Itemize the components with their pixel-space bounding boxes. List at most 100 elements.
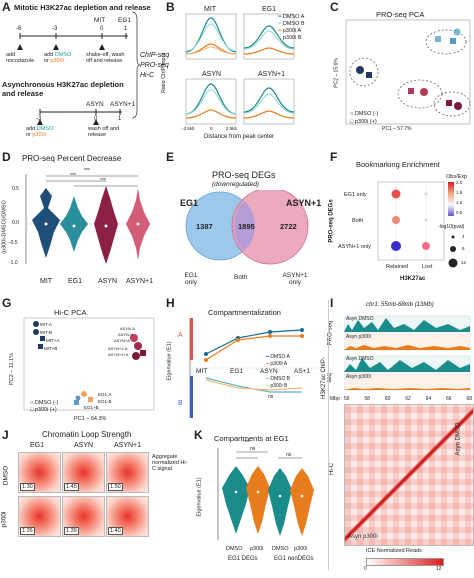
e-both: 1895 xyxy=(238,222,255,231)
g-title: Hi-C PCA xyxy=(54,308,87,317)
dmso-label-2: DMSO xyxy=(36,126,54,132)
c-point-asyn-a xyxy=(408,88,414,94)
d-sig-2: *** xyxy=(70,173,76,179)
i-colorbar xyxy=(366,558,444,566)
j-col-asyn1: ASYN+1 xyxy=(114,442,142,449)
c-point-eg1-a xyxy=(435,36,441,42)
j-val-dmso-asyn1: 1.50 xyxy=(108,483,123,491)
i-cb-title: ICE Normalized Reads xyxy=(366,548,422,554)
j-row-p300i: p300i xyxy=(0,511,8,528)
f-row-0: EG1 only xyxy=(344,192,367,198)
j-col-asyn: ASYN xyxy=(74,442,94,449)
h-ns-1: ns xyxy=(268,394,274,400)
k-group-1: EG1 nonDEGs xyxy=(274,556,314,562)
d-ytick-2: -0.5 xyxy=(9,240,18,246)
c-ylabel: PC2 – 15.6% xyxy=(333,58,340,88)
h-legend-p300i-b: ━ p300i B xyxy=(266,383,288,389)
e-callout-asyn1: ASYN+1 only xyxy=(282,272,308,286)
d-cat-asyn1: ASYN+1 xyxy=(126,278,154,285)
k-sig-1: ns xyxy=(286,452,292,458)
h-ylabel: Eigenvalue (E1) xyxy=(166,341,173,381)
j-col-eg1: EG1 xyxy=(30,442,45,449)
tick2-0: 0 xyxy=(94,116,98,122)
k-violin-non-dmso xyxy=(268,468,292,536)
p300i-label-1: p300i xyxy=(50,58,64,64)
panel-label-b: B xyxy=(166,0,175,14)
j-heatmap-dmso-asyn: 1.45 xyxy=(62,452,105,493)
mark-asyn: ASYN xyxy=(86,101,104,108)
add-label-2: add xyxy=(26,126,36,132)
g-legend-dmso: ○ DMSO (-) xyxy=(30,400,59,406)
k-sig-2: *** xyxy=(244,440,250,446)
j-title: Chromatin Loop Strength xyxy=(42,430,132,439)
panel-k: K Compartments at EG1 Eigenvalue (E1) ns… xyxy=(194,428,328,578)
tick-minus3: -3 xyxy=(52,26,58,32)
b-legend: ━ DMSO A ━ DMSO B ━ p300i A ━ p300i B xyxy=(278,14,305,42)
e-callout-both: Both xyxy=(234,274,248,281)
j-heatmap-dmso-asyn1: 1.50 xyxy=(106,452,149,493)
g-pca-plot xyxy=(23,317,155,411)
divider-vertical xyxy=(328,300,329,570)
async-title: Asynchronous H3K27ac depletion and relea… xyxy=(2,80,124,98)
mbp-tick-68: 68 xyxy=(466,396,472,402)
f-dot-both-retained xyxy=(392,216,400,224)
washoff-text: wash off and release xyxy=(88,126,120,138)
g-lab-mit-b: MIT-B xyxy=(40,330,52,335)
e-left-set: EG1 xyxy=(180,198,199,208)
k-title: Compartments at EG1 xyxy=(214,434,289,443)
h-line-plot xyxy=(189,318,320,418)
i-cb-tick-12: 12 xyxy=(436,566,442,572)
timeline-async xyxy=(37,109,122,125)
f-row-2: ASYN+1 only xyxy=(338,244,371,250)
e-subtitle: (downregulated) xyxy=(212,181,259,188)
panel-f: F Bookmarking Enrichment EG1 only Both A… xyxy=(328,150,474,290)
add-label-1: add xyxy=(44,52,54,58)
j-val-p300i-asyn1: 1.40 xyxy=(108,527,123,535)
shakeoff-text: shake-off, wash off and release xyxy=(86,52,125,64)
d-sig-3: *** xyxy=(100,178,106,184)
line-p300i-b xyxy=(205,379,303,391)
f-cb-tick-2: 1.0 xyxy=(456,200,463,205)
assay-hic: Hi-C xyxy=(140,72,154,79)
h-cat-asyn: ASYN xyxy=(260,368,278,375)
c-xlabel: PC1 – 57.7% xyxy=(382,126,412,132)
d-title: PRO-seq Percent Decrease xyxy=(22,154,122,163)
i-mbp: Mbp xyxy=(330,396,340,402)
mark-mit: MIT xyxy=(94,17,106,24)
legend-dmso-b: ━ DMSO B xyxy=(278,21,305,27)
b-sub-asyn: ASYN xyxy=(202,71,222,78)
g-legend: ○ DMSO (-) □ p300i (+) xyxy=(30,400,58,414)
e-right-only: 2722 xyxy=(280,222,297,231)
f-group-x: H3K27ac xyxy=(400,276,426,282)
f-row-1: Both xyxy=(352,218,364,224)
f-size-legend xyxy=(448,235,458,268)
e-callout-eg1: EG1 only xyxy=(184,272,198,286)
subplot-mit-frame xyxy=(185,13,237,60)
j-side-note: Aggregate normalized Hi-C signal xyxy=(152,454,188,472)
e-right-set: ASYN+1 xyxy=(286,198,322,208)
k-xtick-2: DMSO xyxy=(272,546,289,552)
or-label-1: or xyxy=(44,58,49,64)
c-point-asyn1-a xyxy=(446,100,452,106)
f-dot-eg1-lost xyxy=(424,192,428,196)
panel-label-g: G xyxy=(2,296,12,310)
h-legend-dmso-a: ━ DMSO A xyxy=(266,354,290,360)
f-group-y: PRO-seq DEGs xyxy=(328,199,335,243)
j-val-dmso-asyn: 1.45 xyxy=(64,483,79,491)
panel-d: D PRO-seq Percent Decrease (p300i-DMSO)/… xyxy=(0,150,160,290)
b-ylabel: Ratio ChIP/Input xyxy=(161,52,168,94)
b-xtick-left: -2.5kb xyxy=(182,126,195,131)
d-ytick-0: 0.5 xyxy=(12,186,19,192)
f-dot-plot xyxy=(377,181,445,261)
panel-i: I chr1: 55mb-68mb (13Mb) PRO-seq H3K27ac… xyxy=(321,296,474,578)
c-point-mit-a xyxy=(356,66,364,74)
i-cb-tick-0: 0 xyxy=(364,566,367,572)
g-lab-mit-pb: MIT+B xyxy=(44,346,58,351)
i-track-2: Asyn DMSO xyxy=(346,356,374,362)
assay-proseq: PRO-seq xyxy=(140,62,169,69)
d-cat-eg1: EG1 xyxy=(68,278,83,285)
panel-c: C PRO-seq PCA PC1 – 57.7% PC2 – 15.6% ○ … xyxy=(330,0,474,150)
f-col-retained: Retained xyxy=(386,264,409,270)
h-cat-eg1: EG1 xyxy=(230,368,244,375)
g-lab-asyn1-pa: ASYN+1+A xyxy=(108,352,129,357)
